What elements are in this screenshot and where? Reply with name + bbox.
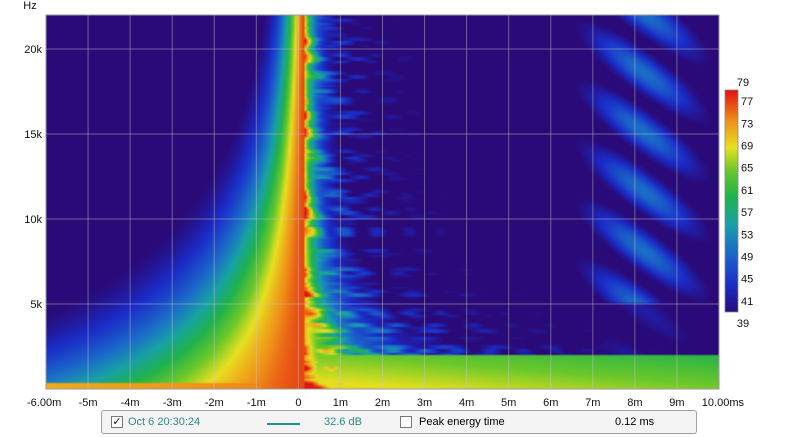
grid-lines <box>46 15 719 389</box>
x-tick-label: 5m <box>501 397 516 409</box>
x-tick-label: 4m <box>459 397 474 409</box>
x-tick-label: 6m <box>543 397 558 409</box>
x-axis-ticks: -6.00m -5m -4m -3m -2m -1m 0 1m 2m 3m 4m 5m 6m 7m 8m 9m… <box>27 397 744 409</box>
colorbar-tick-label: 45 <box>741 274 753 286</box>
colorbar-tick-label: 69 <box>741 141 753 153</box>
x-tick-label: -2m <box>205 397 224 409</box>
peak-energy-value: 0.12 ms <box>615 416 655 428</box>
x-tick-label: -3m <box>163 397 182 409</box>
x-tick-label: 7m <box>585 397 600 409</box>
colorbar-tick-label: 65 <box>741 163 753 175</box>
colorbar-ticks: 41 45 49 53 57 61 65 69 73 77 <box>741 96 753 308</box>
y-tick-label: 5k <box>30 299 42 311</box>
x-tick-label: -5m <box>79 397 98 409</box>
colorbar-tick-label: 57 <box>741 207 753 219</box>
x-tick-label: -6.00m <box>27 397 61 409</box>
x-tick-label: 10.00ms <box>702 397 745 409</box>
x-tick-label: 2m <box>375 397 390 409</box>
measurement-name: Oct 6 20:30:24 <box>128 416 201 428</box>
x-tick-label: 3m <box>417 397 432 409</box>
y-tick-label: 15k <box>24 129 42 141</box>
x-tick-label: 1m <box>333 397 348 409</box>
colorbar-tick-label: 53 <box>741 229 753 241</box>
y-axis-label: Hz <box>23 0 36 12</box>
peak-energy-label: Peak energy time <box>419 416 505 428</box>
y-axis-ticks: 5k 10k 15k 20k <box>24 44 42 311</box>
energy-heatmap <box>46 15 719 389</box>
x-tick-label: -1m <box>247 397 266 409</box>
x-tick-label: 8m <box>627 397 642 409</box>
x-tick-label: -4m <box>121 397 140 409</box>
y-tick-label: 10k <box>24 214 42 226</box>
measurement-checkbox[interactable]: ✓ <box>111 416 123 428</box>
spectrogram-chart: Hz -6.00m -5m -4m -3m -2m -1m 0 1m 2m 3m 4m 5m 6m 7m 8… <box>23 0 753 409</box>
range-value: 32.6 dB <box>324 416 362 428</box>
colorbar-min-label: 39 <box>737 318 749 330</box>
colorbar-tick-label: 41 <box>741 296 753 308</box>
series-color-swatch <box>267 423 300 425</box>
legend-bar: ✓ Oct 6 20:30:24 32.6 dB Peak energy tim… <box>101 410 697 434</box>
colorbar-tick-label: 73 <box>741 118 753 130</box>
plot-frame <box>45 14 720 390</box>
colorbar-tick-label: 49 <box>741 252 753 264</box>
colorbar-tick-label: 61 <box>741 185 753 197</box>
peak-energy-checkbox[interactable] <box>400 416 412 428</box>
colorbar-tick-label: 77 <box>741 96 753 108</box>
y-tick-label: 20k <box>24 44 42 56</box>
colorbar-max-label: 79 <box>737 77 749 89</box>
x-tick-label: 0 <box>295 397 301 409</box>
colorbar <box>724 89 739 313</box>
x-tick-label: 9m <box>669 397 684 409</box>
